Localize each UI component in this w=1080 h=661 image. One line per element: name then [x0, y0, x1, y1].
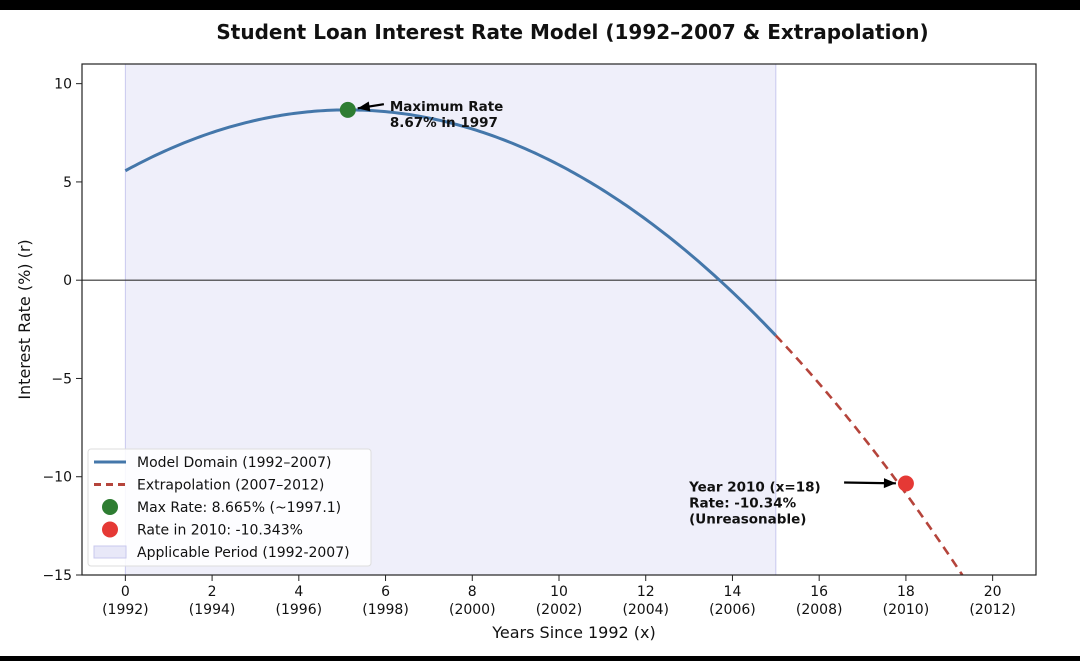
x-tick-label: 10 — [550, 584, 568, 600]
x-tick-year-label: (1998) — [362, 602, 409, 618]
x-axis-label: Years Since 1992 (x) — [491, 623, 656, 642]
x-tick-label: 0 — [121, 584, 130, 600]
y-tick-label: 5 — [63, 175, 72, 191]
legend-item-max-rate: Max Rate: 8.665% (~1997.1) — [102, 499, 341, 516]
x-tick-label: 8 — [468, 584, 477, 600]
chart-title: Student Loan Interest Rate Model (1992–2… — [216, 20, 929, 44]
y-axis-label: Interest Rate (%) (r) — [15, 239, 34, 399]
annotation-text: 8.67% in 1997 — [390, 115, 498, 131]
x-tick-label: 12 — [637, 584, 655, 600]
bottom-frame-bar — [0, 656, 1080, 661]
annotation-text: (Unreasonable) — [689, 511, 806, 527]
x-tick-label: 16 — [810, 584, 828, 600]
x-tick-year-label: (2000) — [449, 602, 496, 618]
legend-item-model-domain: Model Domain (1992–2007) — [94, 455, 331, 471]
x-tick-year-label: (2008) — [796, 602, 843, 618]
legend-item-extrapolation: Extrapolation (2007–2012) — [94, 478, 324, 494]
x-tick-year-label: (2006) — [709, 602, 756, 618]
annotation-arrowhead — [883, 478, 896, 489]
x-tick-year-label: (2002) — [536, 602, 583, 618]
annotation-text: Maximum Rate — [390, 99, 503, 115]
legend-box — [87, 448, 372, 567]
legend-item-rate-2010: Rate in 2010: -10.343% — [102, 521, 303, 539]
legend-swatch — [93, 545, 127, 559]
x-tick-year-label: (2010) — [883, 602, 930, 618]
legend-swatch — [102, 521, 118, 538]
x-tick-year-label: (1994) — [189, 602, 236, 618]
top-frame-bar — [0, 0, 1080, 10]
annotation-text: Rate: -10.34% — [689, 495, 797, 511]
legend-swatch — [102, 499, 118, 515]
legend-item-applicable-period: Applicable Period (1992-2007) — [93, 545, 350, 561]
legend-label: Model Domain (1992–2007) — [137, 455, 331, 471]
x-tick-year-label: (2004) — [622, 602, 669, 618]
x-tick-year-label: (1996) — [276, 602, 323, 618]
y-tick-label: −5 — [51, 371, 72, 387]
annotation-text: Year 2010 (x=18) — [688, 479, 821, 495]
x-tick-label: 14 — [724, 584, 742, 600]
rate-2010-point — [897, 475, 914, 492]
model-domain-line — [124, 108, 777, 337]
max-rate-point — [339, 101, 356, 118]
x-tick-year-label: (2012) — [969, 602, 1016, 618]
y-tick-label: 10 — [54, 77, 72, 93]
extrapolation-line — [774, 334, 964, 576]
legend-label: Max Rate: 8.665% (~1997.1) — [137, 500, 341, 516]
x-tick-label: 2 — [208, 584, 217, 600]
y-tick-label: −15 — [42, 568, 72, 584]
legend-label: Rate in 2010: -10.343% — [137, 523, 303, 539]
y-tick-label: 0 — [63, 273, 72, 289]
legend-label: Extrapolation (2007–2012) — [137, 478, 324, 494]
x-tick-label: 20 — [984, 584, 1002, 600]
x-tick-label: 4 — [294, 584, 303, 600]
x-tick-year-label: (1992) — [102, 602, 149, 618]
y-tick-label: −10 — [42, 470, 72, 486]
legend-label: Applicable Period (1992-2007) — [137, 545, 350, 561]
x-tick-label: 6 — [381, 584, 390, 600]
x-tick-label: 18 — [897, 584, 915, 600]
annotation-arrowhead — [357, 101, 371, 112]
legend: Model Domain (1992–2007) Extrapolation (2… — [87, 448, 372, 567]
